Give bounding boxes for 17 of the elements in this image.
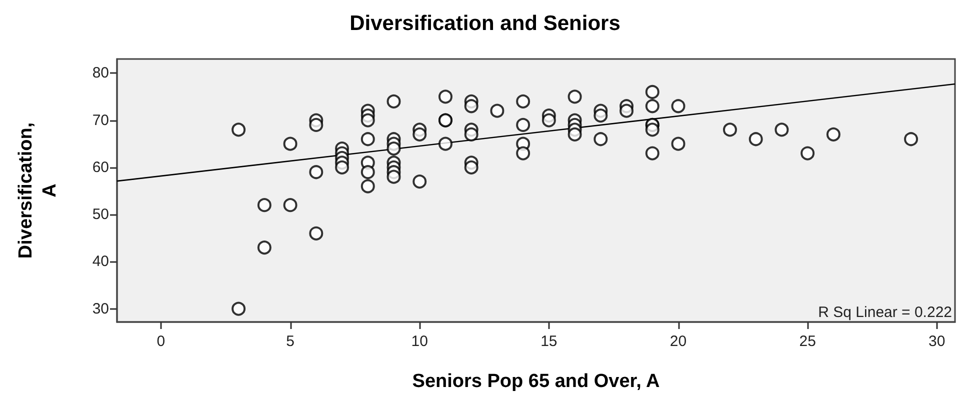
chart-title: Diversification and Seniors <box>350 12 620 35</box>
y-axis-title: Diversification, A <box>16 122 60 259</box>
x-axis-title: Seniors Pop 65 and Over, A <box>412 371 660 392</box>
x-tick-label: 25 <box>799 333 816 350</box>
y-tick-label: 30 <box>92 300 109 318</box>
y-tick-label: 60 <box>92 158 109 176</box>
x-tick-label: 20 <box>670 333 687 350</box>
y-tick-label: 70 <box>92 112 109 129</box>
x-tick-label: 0 <box>156 333 166 350</box>
y-tick-label: 50 <box>92 206 109 224</box>
x-tick-label: 30 <box>928 333 946 350</box>
x-tick-label: 5 <box>286 333 294 350</box>
y-tick-label: 80 <box>92 64 109 82</box>
annotation: R Sq Linear = 0.222 <box>818 304 952 321</box>
x-tick-label: 15 <box>540 333 558 350</box>
x-tick-label: 10 <box>411 333 428 350</box>
y-tick-label: 40 <box>92 253 109 270</box>
